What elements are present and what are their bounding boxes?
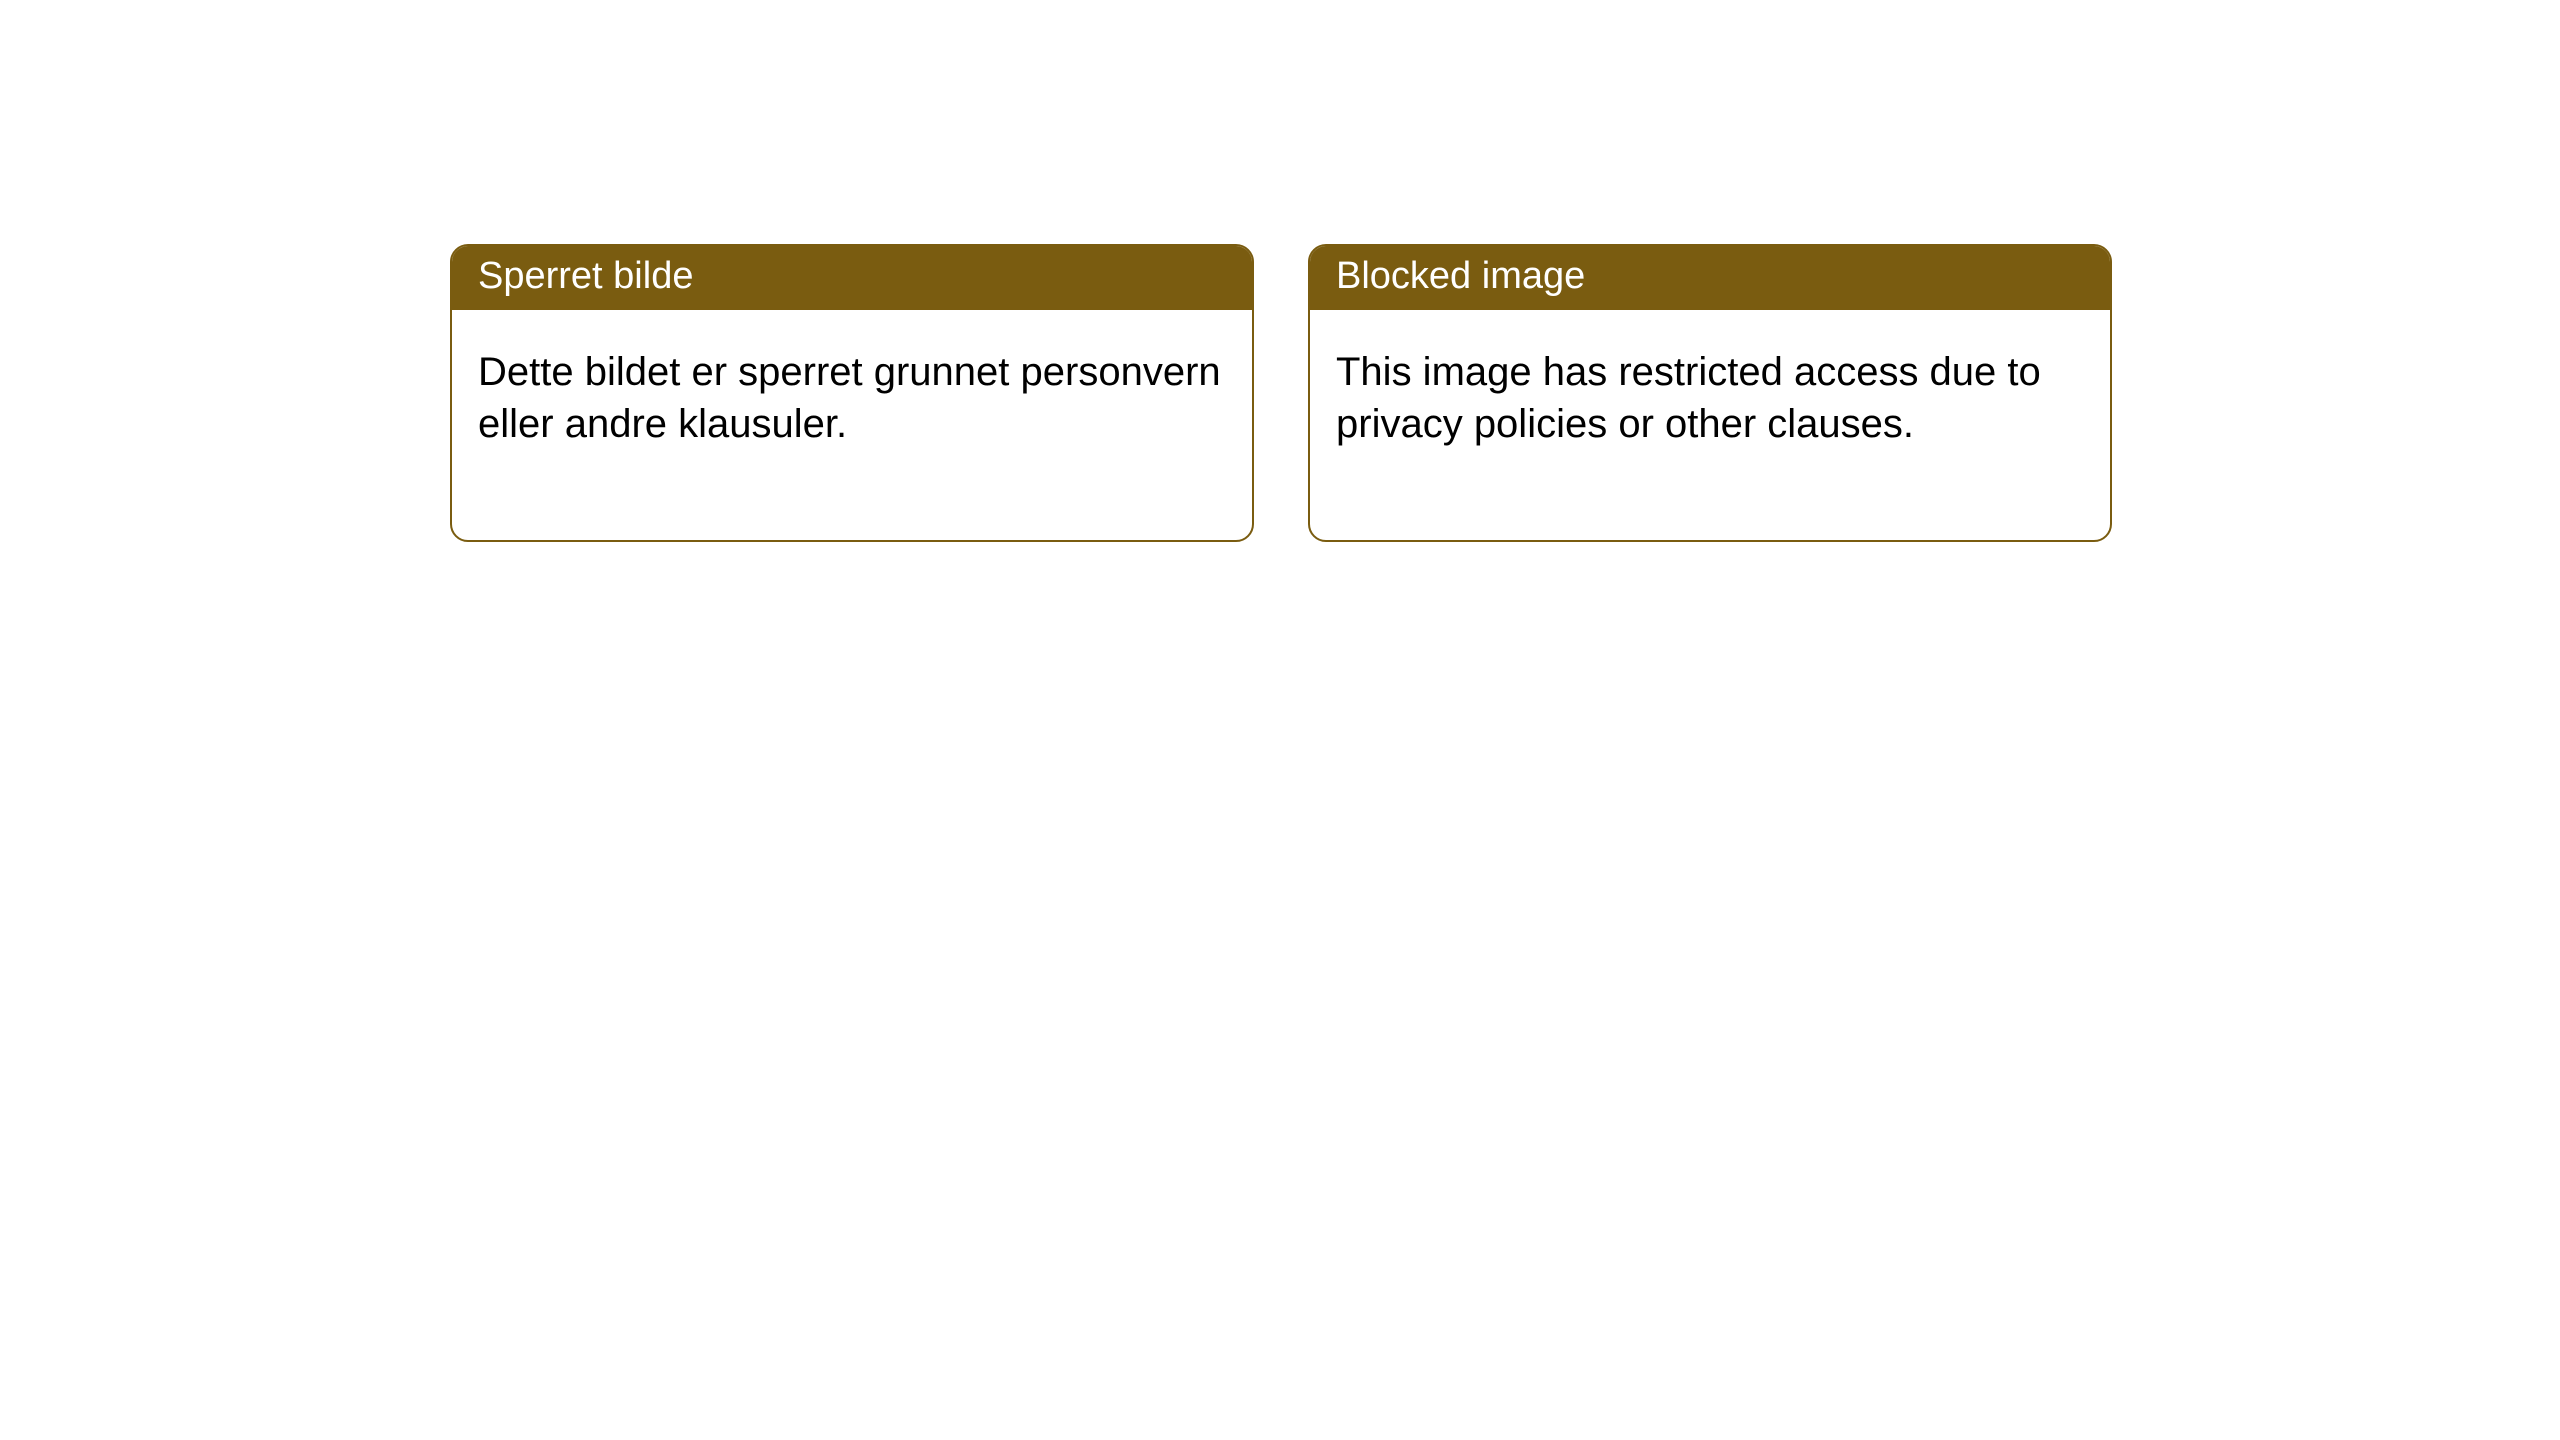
notice-card-norwegian: Sperret bilde Dette bildet er sperret gr… — [450, 244, 1254, 542]
notice-title-english: Blocked image — [1310, 246, 2110, 310]
notice-body-english: This image has restricted access due to … — [1310, 310, 2110, 540]
notice-container: Sperret bilde Dette bildet er sperret gr… — [0, 0, 2560, 542]
notice-card-english: Blocked image This image has restricted … — [1308, 244, 2112, 542]
notice-title-norwegian: Sperret bilde — [452, 246, 1252, 310]
notice-body-norwegian: Dette bildet er sperret grunnet personve… — [452, 310, 1252, 540]
